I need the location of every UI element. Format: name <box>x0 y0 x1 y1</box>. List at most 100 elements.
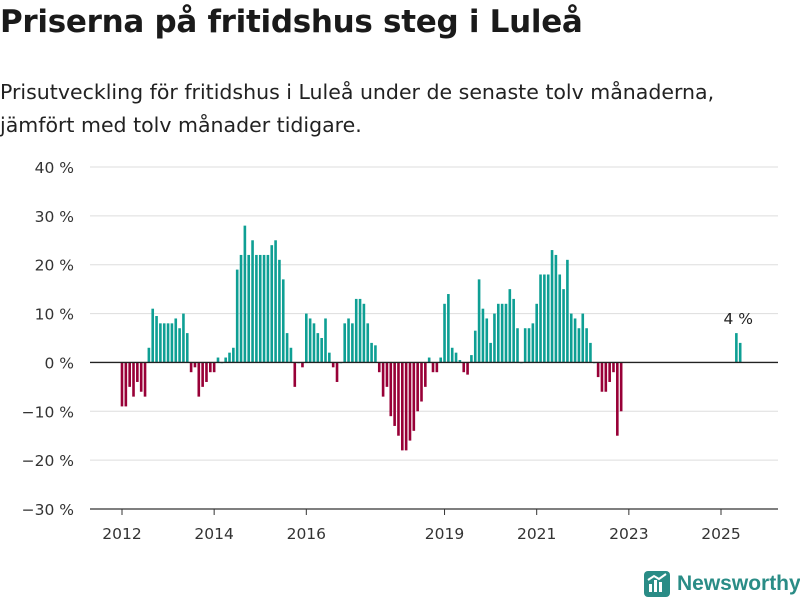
x-tick-label: 2023 <box>609 525 648 543</box>
bar <box>216 357 220 363</box>
bar <box>147 347 151 363</box>
bar <box>224 357 227 363</box>
bar <box>343 323 347 363</box>
bar <box>431 362 435 373</box>
bar <box>235 269 239 363</box>
x-tick-label: 2014 <box>194 525 233 543</box>
bar <box>178 328 181 363</box>
bar <box>393 362 396 426</box>
bar <box>401 362 404 451</box>
bar <box>370 342 373 363</box>
grid-lines <box>90 166 778 510</box>
y-tick-label: −10 % <box>22 403 74 421</box>
y-tick-label: 40 % <box>35 159 74 177</box>
bar <box>539 274 542 363</box>
bar <box>496 303 500 363</box>
bar <box>155 316 158 363</box>
bar <box>124 362 128 407</box>
x-tick-label: 2025 <box>701 525 740 543</box>
bar <box>212 362 216 373</box>
bar <box>335 362 339 382</box>
bar <box>205 362 208 382</box>
bar <box>412 362 416 431</box>
bar <box>619 362 623 412</box>
x-axis: 2012 2014 2016 2019 2021 2023 2025 <box>102 509 741 543</box>
bar <box>577 328 581 363</box>
bar <box>320 338 323 363</box>
bar <box>197 362 201 397</box>
bar <box>408 362 412 441</box>
bar <box>427 357 431 363</box>
bar <box>316 333 320 363</box>
bar <box>189 362 193 373</box>
bar <box>358 298 362 363</box>
annotations: 4 % <box>724 310 754 328</box>
bar <box>170 323 174 363</box>
bar <box>450 347 454 363</box>
bar <box>281 279 285 363</box>
bar <box>228 352 231 363</box>
bar <box>527 328 531 363</box>
bar <box>312 323 316 363</box>
bar <box>612 362 615 373</box>
bar <box>362 303 366 363</box>
bar <box>366 323 370 363</box>
bar <box>232 347 235 363</box>
bar <box>516 328 519 363</box>
bar <box>182 313 185 363</box>
bar <box>151 308 155 363</box>
bar <box>600 362 604 392</box>
bar <box>550 250 554 363</box>
bar <box>439 357 442 363</box>
bar <box>596 362 600 378</box>
bar <box>569 313 573 363</box>
bar <box>143 362 147 397</box>
bar <box>162 323 166 363</box>
bar <box>424 362 427 387</box>
bar <box>466 362 469 375</box>
bar <box>489 342 492 363</box>
data-label-latest: 4 % <box>724 310 754 328</box>
bar <box>324 318 327 363</box>
bar <box>735 333 738 363</box>
x-tick-label: 2012 <box>102 525 141 543</box>
bar <box>604 362 608 392</box>
bar <box>397 362 400 436</box>
bar <box>293 362 297 387</box>
bars <box>120 225 742 451</box>
bar <box>258 254 262 363</box>
bar <box>308 318 312 363</box>
bar <box>174 318 178 363</box>
x-tick-label: 2021 <box>517 525 556 543</box>
bar <box>251 240 254 363</box>
bar <box>481 308 485 363</box>
y-tick-label: 20 % <box>35 257 74 275</box>
bar <box>573 318 577 363</box>
bar <box>566 259 569 363</box>
bar <box>531 323 535 363</box>
bar <box>262 254 266 363</box>
bar <box>546 274 550 363</box>
bar <box>504 303 508 363</box>
bar <box>500 303 504 363</box>
bar <box>616 362 619 436</box>
bar <box>239 254 243 363</box>
bar <box>201 362 204 387</box>
bar <box>558 274 562 363</box>
bar <box>255 254 258 363</box>
bar <box>193 362 197 368</box>
bar <box>139 362 143 392</box>
bar <box>166 323 170 363</box>
y-tick-label: 30 % <box>35 208 74 226</box>
bar <box>485 318 489 363</box>
bar <box>185 333 189 363</box>
bar <box>385 362 389 387</box>
chart-title: Priserna på fritidshus steg i Luleå <box>0 4 583 40</box>
bar <box>266 254 270 363</box>
bar <box>470 355 473 363</box>
bar <box>285 333 289 363</box>
bar <box>274 240 277 363</box>
bar <box>247 254 251 363</box>
bar <box>374 345 377 363</box>
